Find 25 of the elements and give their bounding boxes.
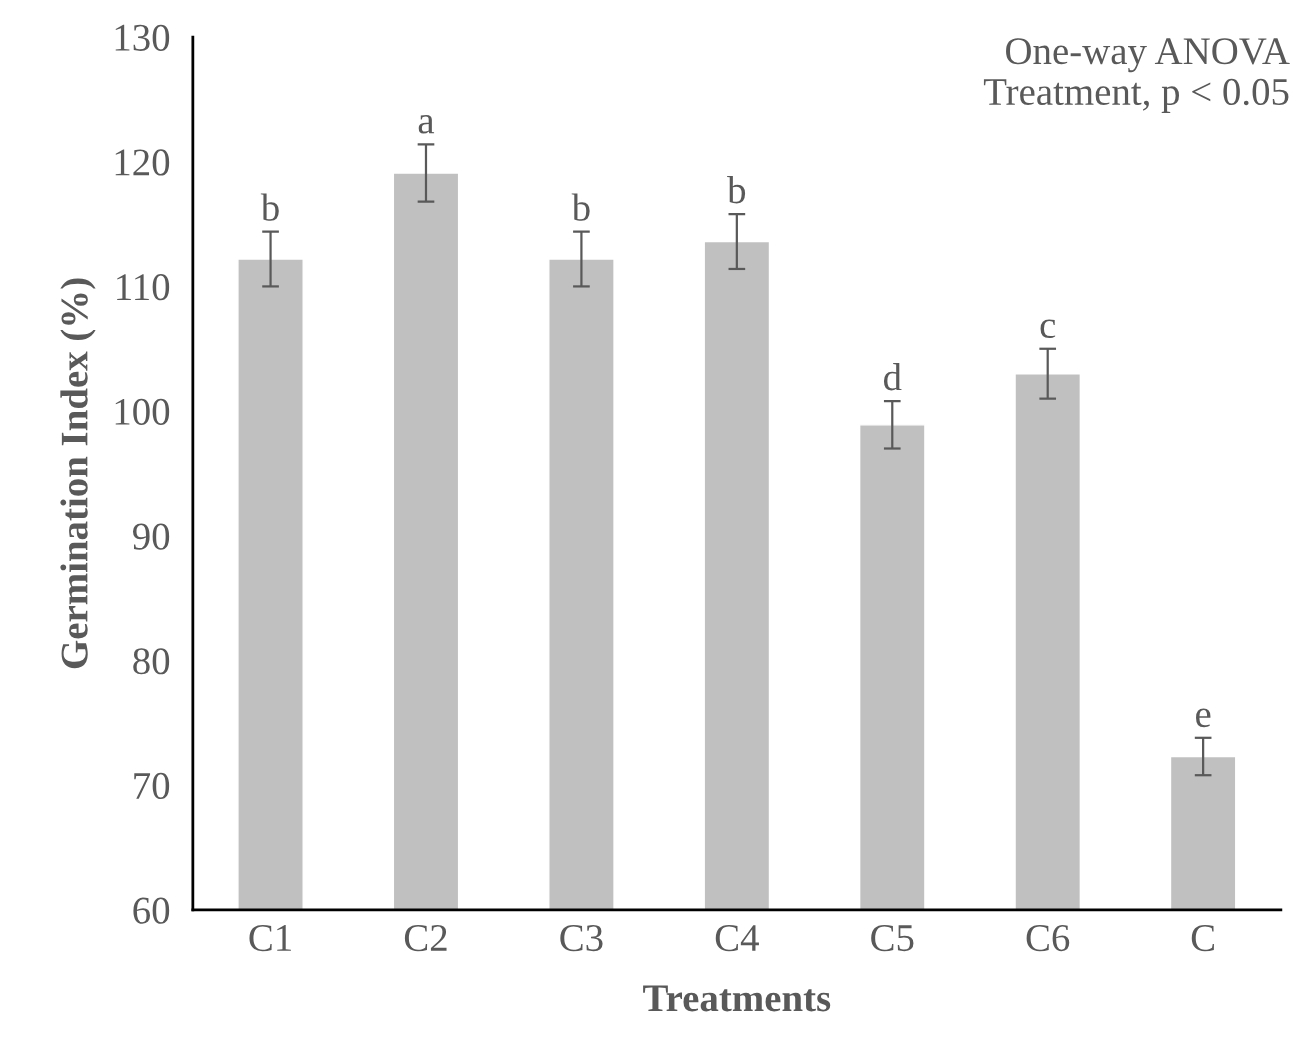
x-tick-label: C6 bbox=[1026, 925, 1070, 952]
x-axis-title: Treatments bbox=[643, 985, 831, 1012]
x-tick-label: C4 bbox=[715, 925, 759, 952]
x-tick-label: C3 bbox=[560, 925, 603, 952]
y-tick-label: 80 bbox=[133, 648, 170, 675]
annotation: One-way ANOVA Treatment, p < 0.05 bbox=[983, 38, 1290, 113]
y-tick-label: 110 bbox=[117, 274, 170, 301]
y-axis-title: Germination Index (%) bbox=[60, 278, 96, 669]
annotation: d bbox=[883, 363, 902, 391]
x-tick-label: C bbox=[1191, 925, 1214, 952]
y-tick-label: 90 bbox=[132, 523, 170, 550]
y-tick-label: 120 bbox=[115, 149, 170, 176]
annotation: c bbox=[1040, 319, 1056, 339]
x-tick-label: C2 bbox=[404, 925, 447, 952]
annotation: b bbox=[571, 193, 590, 221]
x-tick-label: C5 bbox=[871, 925, 914, 952]
y-tick-label: 100 bbox=[115, 398, 170, 425]
y-tick-label: 130 bbox=[115, 24, 170, 51]
annotation: e bbox=[1196, 708, 1211, 728]
x-tick-label: C1 bbox=[249, 925, 291, 952]
annotation: b bbox=[727, 176, 746, 204]
y-tick-label: 60 bbox=[133, 897, 170, 924]
annotation: b bbox=[260, 193, 279, 221]
annotation: a bbox=[418, 114, 435, 134]
y-tick-label: 70 bbox=[134, 772, 170, 800]
